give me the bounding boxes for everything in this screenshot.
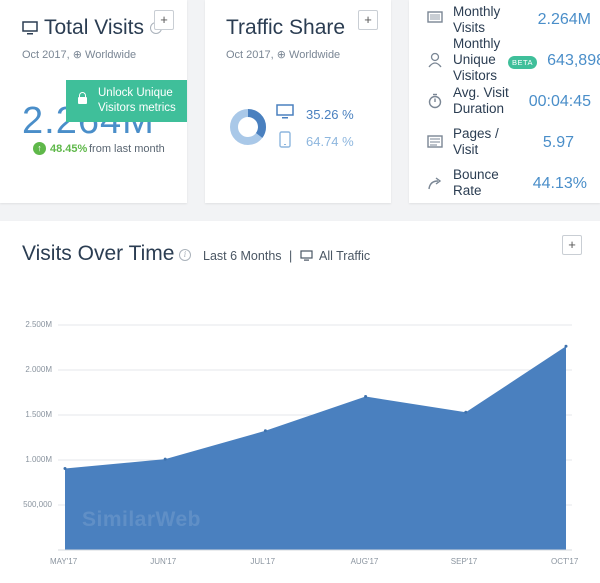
data-point[interactable] [364,395,368,399]
add-traffic-share-button[interactable]: + [358,10,378,30]
traffic-filter[interactable]: All Traffic [319,249,371,263]
metric-unique-visitors: Monthly Unique Visitors 643,898 [409,36,600,84]
traffic-share-card: Traffic Share + Oct 2017, ⊕ Worldwide 35… [205,0,391,203]
mobile-share: 64.74 % [306,134,354,149]
desktop-share: 35.26 % [306,107,354,122]
x-tick-label: OCT'17 [551,557,579,566]
y-tick-label: 1.000M [25,455,52,464]
y-tick-label: 500,000 [23,500,52,509]
change-percent: 48.45% [50,143,88,155]
x-tick-label: JUN'17 [150,557,177,566]
stopwatch-icon [428,93,442,109]
visits-area-series [65,346,566,550]
x-tick-label: SEP'17 [450,557,478,566]
data-point[interactable] [163,457,167,461]
metric-label: Monthly Visits [453,4,501,35]
x-tick-label: AUG'17 [350,557,379,566]
y-tick-label: 2.000M [25,365,52,374]
person-icon [428,52,442,68]
total-visits-card: Total Visits i + Oct 2017, ⊕ Worldwide 2… [0,0,187,203]
metric-bounce-rate: Bounce Rate 44.13% [409,166,599,206]
x-tick-label: JUL'17 [250,557,276,566]
y-tick-label: 1.500M [25,410,52,419]
metric-value: 00:04:45 [528,93,591,110]
mobile-icon [279,131,291,148]
metric-value: 643,898 [547,52,600,69]
monitor-icon [427,11,443,23]
data-point[interactable] [464,410,468,414]
metric-label: Avg. Visit Duration [453,85,509,116]
beta-badge: BETA [508,56,538,69]
unlock-text: Unlock Unique Visitors metrics [98,87,176,114]
metric-value: 2.264M [537,11,591,28]
traffic-share-donut [230,109,266,145]
metric-monthly-visits: Monthly Visits 2.264M [409,0,599,40]
desktop-icon [22,21,38,35]
total-visits-subtitle: Oct 2017, ⊕ Worldwide [22,49,137,61]
visits-over-time-title: Visits Over Time [22,242,175,265]
up-arrow-icon: ↑ [33,142,46,155]
x-tick-label: MAY'17 [50,557,78,566]
data-point[interactable] [263,429,267,433]
desktop-icon [300,250,313,261]
metric-value: 5.97 [542,134,574,151]
period-selector[interactable]: Last 6 Months [203,249,282,263]
visits-over-time-chart [58,324,572,551]
traffic-share-title: Traffic Share [226,16,346,39]
filter-separator: | [289,249,293,263]
total-visits-title: Total Visits [44,16,144,39]
add-total-visits-button[interactable]: + [154,10,174,30]
data-point[interactable] [63,467,67,471]
traffic-share-subtitle: Oct 2017, ⊕ Worldwide [226,49,341,61]
add-visits-chart-button[interactable]: + [562,235,582,255]
metric-label: Pages / Visit [453,126,499,157]
desktop-icon [276,104,294,119]
metric-pages-per-visit: Pages / Visit 5.97 [409,125,599,165]
data-point[interactable] [564,344,568,348]
bounce-arrow-icon [428,177,442,190]
y-tick-label: 2.500M [25,320,52,329]
metric-avg-visit-duration: Avg. Visit Duration 00:04:45 [409,84,599,124]
unlock-unique-visitors-button[interactable]: Unlock Unique Visitors metrics [66,80,187,122]
metric-label: Bounce Rate [453,167,499,198]
similarweb-watermark: SimilarWeb [82,508,201,531]
metric-label: Monthly Unique Visitors [453,36,501,83]
info-icon[interactable]: i [179,249,191,261]
engagement-metrics-card: Monthly Visits 2.264M Monthly Unique Vis… [409,0,600,203]
metric-value: 44.13% [532,175,587,192]
lock-icon [78,92,87,104]
pages-icon [427,135,443,148]
change-suffix: from last month [89,143,165,155]
